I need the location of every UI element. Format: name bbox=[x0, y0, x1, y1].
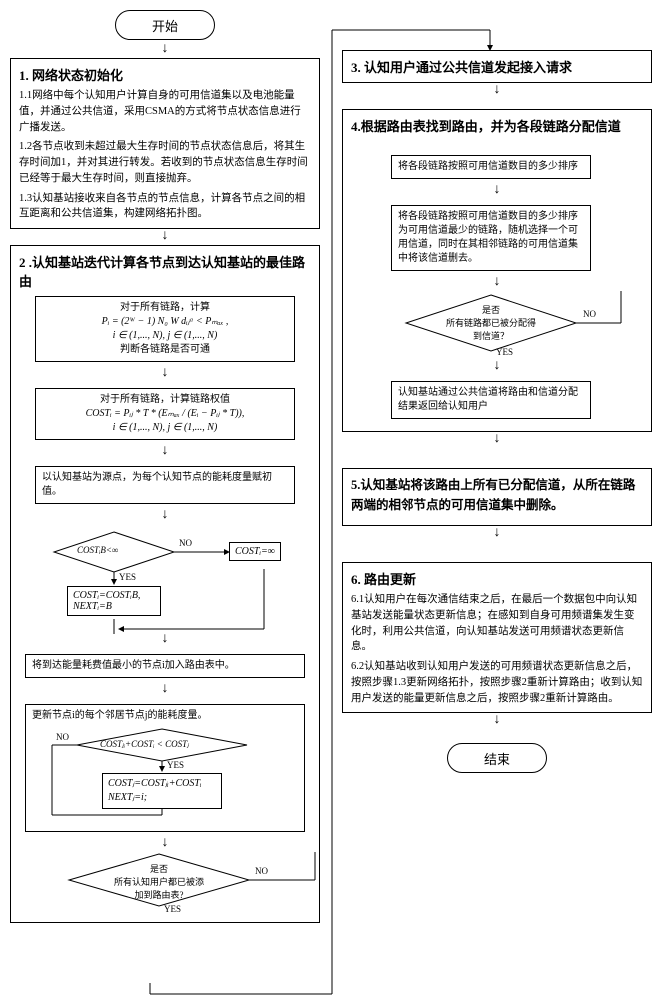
s2s1-intro: 对于所有链路，计算 bbox=[42, 301, 288, 315]
d2-yes-box: COSTⱼ=COSTⱼᵢ+COSTᵢ NEXTⱼ=i; bbox=[102, 773, 222, 809]
step3-box: 3. 认知用户通过公共信道发起接入请求 bbox=[342, 50, 652, 83]
d3-q3: 加到路由表? bbox=[103, 888, 215, 901]
d2-label: COSTⱼᵢ+COSTᵢ < COSTⱼ bbox=[100, 738, 189, 751]
yes-label: YES bbox=[167, 759, 184, 772]
s2s2-f2: i ∈ (1,..., N), j ∈ (1,..., N) bbox=[42, 421, 288, 435]
arrow-icon bbox=[10, 44, 320, 58]
step1-box: 1. 网络状态初始化 1.1网络中每个认知用户计算自身的可用信道集以及电池能量值… bbox=[10, 58, 320, 229]
d3-q1: 是否 bbox=[103, 862, 215, 875]
step2-sub1: 对于所有链路，计算 Pᵢ = (2ᵂ − 1) N₀ W dᵢⱼᵅ < Pₘₐₓ… bbox=[35, 296, 295, 362]
s4d-q1: 是否 bbox=[431, 303, 551, 316]
s2s1-f1: Pᵢ = (2ᵂ − 1) N₀ W dᵢⱼᵅ < Pₘₐₓ , bbox=[42, 315, 288, 329]
step1-p1: 1.1网络中每个认知用户计算自身的可用信道集以及电池能量值，并通过公共信道，采用… bbox=[19, 88, 311, 135]
yes-label: YES bbox=[119, 572, 136, 582]
arrow-icon bbox=[351, 361, 643, 375]
s4d-q2: 所有链路都已被分配得 bbox=[431, 316, 551, 329]
arrow-icon bbox=[19, 684, 311, 698]
d1-no-box: COSTᵢ=∞ bbox=[229, 542, 281, 561]
arrow-icon bbox=[19, 838, 311, 852]
arrow-icon bbox=[342, 85, 652, 99]
step5-title: 5.认知基站将该路由上所有已分配信道，从所在链路两端的相邻节点的可用信道集中删除… bbox=[351, 475, 643, 515]
yes-label: YES bbox=[496, 347, 513, 357]
d1-yes2: NEXTᵢ=B bbox=[73, 601, 155, 612]
end-label: 结束 bbox=[484, 749, 510, 768]
step1-title: 1. 网络状态初始化 bbox=[19, 65, 311, 84]
step6-p2: 6.2认知基站收到认知用户发送的可用频谱状态更新信息之后，按照步骤1.3更新网络… bbox=[351, 659, 643, 706]
step2-sub3: 以认知基站为源点，为每个认知节点的能耗度量赋初值。 bbox=[35, 466, 295, 504]
no-label: NO bbox=[179, 538, 192, 548]
arrow-icon bbox=[342, 715, 652, 729]
d3-text: 是否 所有认知用户都已被添 加到路由表? bbox=[103, 862, 215, 901]
arrow-icon bbox=[342, 434, 652, 448]
step4-sub3: 认知基站通过公共信道将路由和信道分配结果返回给认知用户 bbox=[391, 381, 591, 419]
arrow-icon bbox=[351, 185, 643, 199]
s2s1-f2: i ∈ (1,..., N), j ∈ (1,..., N) bbox=[42, 329, 288, 343]
d2-yes1: COSTⱼ=COSTⱼᵢ+COSTᵢ bbox=[108, 777, 216, 791]
step1-p3: 1.3认知基站接收来自各节点的节点信息，计算各节点之间的相互距离和公共信道集，构… bbox=[19, 191, 311, 223]
d3-q2: 所有认知用户都已被添 bbox=[103, 875, 215, 888]
arrow-icon bbox=[19, 634, 311, 648]
s2s1-end: 判断各链路是否可通 bbox=[42, 343, 288, 357]
arrow-icon bbox=[19, 510, 311, 524]
step2-box: 2 .认知基站迭代计算各节点到达认知基站的最佳路由 对于所有链路，计算 Pᵢ =… bbox=[10, 245, 320, 923]
step3-title: 3. 认知用户通过公共信道发起接入请求 bbox=[351, 57, 643, 76]
arrow-icon bbox=[351, 277, 643, 291]
step4-sub2: 将各段链路按照可用信道数目的多少排序为可用信道最少的链路，随机选择一个可用信道，… bbox=[391, 205, 591, 271]
d1-label: COSTᵢB<∞ bbox=[77, 545, 118, 555]
s2s2-f1: COSTᵢ = Pᵢⱼ * T * (Eₘₐₓ / (Eᵢ − Pᵢⱼ * T)… bbox=[42, 407, 288, 421]
d1-yes-box: COSTᵢ=COSTᵢB, NEXTᵢ=B bbox=[67, 586, 161, 616]
arrow-icon bbox=[10, 231, 320, 245]
step4-box: 4.根据路由表找到路由，并为各段链路分配信道 将各段链路按照可用信道数目的多少排… bbox=[342, 109, 652, 432]
s2s4-text: 将到达能量耗费值最小的节点i加入路由表中。 bbox=[32, 660, 235, 671]
s2s3-text: 以认知基站为源点，为每个认知节点的能耗度量赋初值。 bbox=[42, 472, 272, 497]
end-terminator: 结束 bbox=[447, 743, 547, 773]
step6-p1: 6.1认知用户在每次通信结束之后，在最后一个数据包中向认知基站发送能量状态更新信… bbox=[351, 592, 643, 655]
step2-sub5: 更新节点i的每个邻居节点j的能耗度量。 COSTⱼᵢ+COSTᵢ < COSTⱼ… bbox=[25, 704, 305, 832]
d1-no-text: COSTᵢ=∞ bbox=[235, 546, 275, 557]
s4d-q3: 到信道？ bbox=[431, 329, 551, 342]
s4s1-text: 将各段链路按照可用信道数目的多少排序 bbox=[398, 161, 578, 172]
no-label: NO bbox=[56, 731, 69, 744]
step2-sub4: 将到达能量耗费值最小的节点i加入路由表中。 bbox=[25, 654, 305, 678]
no-label: NO bbox=[255, 866, 268, 876]
s4s3-text: 认知基站通过公共信道将路由和信道分配结果返回给认知用户 bbox=[398, 387, 578, 412]
step1-p2: 1.2各节点收到未超过最大生存时间的节点状态信息后，将其生存时间加1，并对其进行… bbox=[19, 139, 311, 186]
no-label: NO bbox=[583, 309, 596, 319]
step4-d-text: 是否 所有链路都已被分配得 到信道？ bbox=[431, 303, 551, 342]
d2-yes2: NEXTⱼ=i; bbox=[108, 791, 216, 805]
d1-yes1: COSTᵢ=COSTᵢB, bbox=[73, 590, 155, 601]
s2s5-text: 更新节点i的每个邻居节点j的能耗度量。 bbox=[32, 709, 298, 723]
s2s2-intro: 对于所有链路，计算链路权值 bbox=[42, 393, 288, 407]
yes-label: YES bbox=[164, 904, 181, 914]
decision1-diamond bbox=[19, 524, 329, 634]
step6-box: 6. 路由更新 6.1认知用户在每次通信结束之后，在最后一个数据包中向认知基站发… bbox=[342, 562, 652, 713]
arrow-icon bbox=[342, 528, 652, 542]
step4-title: 4.根据路由表找到路由，并为各段链路分配信道 bbox=[351, 116, 643, 135]
step6-title: 6. 路由更新 bbox=[351, 569, 643, 588]
step4-sub1: 将各段链路按照可用信道数目的多少排序 bbox=[391, 155, 591, 179]
step2-title: 2 .认知基站迭代计算各节点到达认知基站的最佳路由 bbox=[19, 252, 311, 290]
start-terminator: 开始 bbox=[115, 10, 215, 40]
step5-box: 5.认知基站将该路由上所有已分配信道，从所在链路两端的相邻节点的可用信道集中删除… bbox=[342, 468, 652, 526]
start-label: 开始 bbox=[152, 16, 178, 35]
arrow-icon bbox=[19, 368, 311, 382]
step2-sub2: 对于所有链路，计算链路权值 COSTᵢ = Pᵢⱼ * T * (Eₘₐₓ / … bbox=[35, 388, 295, 440]
s4s2-text: 将各段链路按照可用信道数目的多少排序为可用信道最少的链路，随机选择一个可用信道，… bbox=[398, 211, 578, 264]
arrow-icon bbox=[19, 446, 311, 460]
